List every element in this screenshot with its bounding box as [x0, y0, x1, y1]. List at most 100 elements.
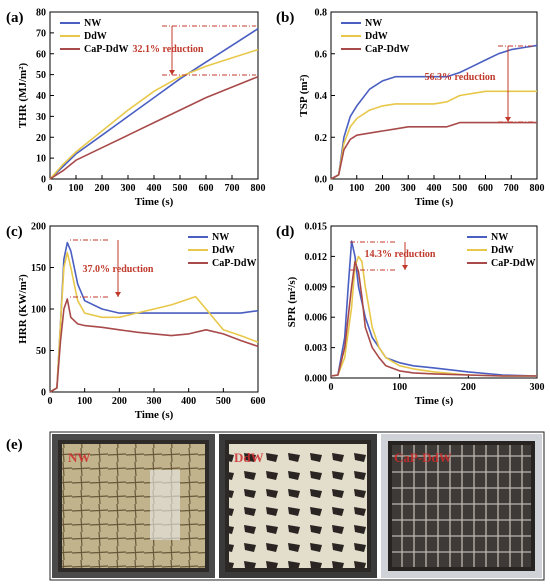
legend-entry: CaP-DdW [212, 258, 256, 269]
photo-cap-ddw-label: CaP-DdW [394, 450, 452, 465]
legend-entry: NW [365, 18, 382, 29]
chart-panel-4: (d) 0 100 200 300 0.000 0.003 0.006 0.009 0.012 0.… [276, 222, 545, 408]
x-tick-label: 500 [452, 183, 467, 194]
y-tick-label: 0.2 [315, 133, 328, 144]
x-tick-label: 100 [392, 382, 407, 393]
x-tick-label: 0 [48, 183, 53, 194]
x-tick-label: 700 [225, 183, 240, 194]
legend-entry: DdW [212, 245, 235, 256]
photo-panel: (e) NW DdW CaP-DdW [6, 431, 545, 581]
y-tick-label: 100 [31, 305, 46, 316]
plot-frame [330, 225, 538, 379]
x-tick-label: 200 [375, 183, 390, 194]
y-tick-label: 20 [36, 133, 46, 144]
annotation-arrowhead [169, 70, 175, 75]
legend-entry: NW [84, 18, 101, 29]
chart-panel-3: (c) 0 100 200 300 400 500 600 0 50 100 150 200 Time (… [6, 222, 266, 422]
x-tick-label: 300 [121, 183, 136, 194]
series-line-nw [49, 28, 259, 180]
y-tick-label: 0.003 [305, 343, 328, 354]
x-tick-label: 100 [77, 396, 92, 407]
legend-entry: DdW [365, 31, 388, 42]
legend-entry: CaP-DdW [84, 44, 128, 55]
y-tick-label: 0.009 [305, 282, 328, 293]
x-tick-label: 0 [48, 396, 53, 407]
photo-ddw: DdW [219, 434, 377, 578]
panel-label: (d) [276, 224, 294, 240]
annotation-text: 56.3% reduction [425, 72, 496, 83]
y-tick-label: 0 [41, 388, 46, 399]
annotation-arrowhead [402, 265, 408, 270]
y-tick-label: 0.015 [305, 222, 328, 233]
plot-frame [330, 11, 538, 180]
photo-nw-label: NW [68, 450, 90, 465]
annotation-text: 14.3% reduction [365, 249, 436, 260]
y-tick-label: 60 [36, 49, 46, 60]
photo-cap-ddw: CaP-DdW [381, 434, 542, 578]
x-tick-label: 400 [427, 183, 442, 194]
y-tick-label: 40 [36, 91, 46, 102]
panel-label: (a) [6, 10, 24, 26]
series-line-nw [330, 44, 538, 180]
x-tick-label: 600 [199, 183, 214, 194]
series-line-nw [330, 240, 538, 377]
x-axis-label: Time (s) [135, 196, 174, 208]
annotation-arrowhead [115, 292, 121, 297]
x-axis-label: Time (s) [135, 409, 174, 421]
x-tick-label: 400 [147, 183, 162, 194]
x-tick-label: 200 [112, 396, 127, 407]
x-tick-label: 300 [401, 183, 416, 194]
legend-entry: CaP-DdW [491, 258, 535, 269]
legend-entry: DdW [84, 31, 107, 42]
panel-label: (b) [276, 10, 294, 26]
legend-entry: DdW [491, 245, 514, 256]
y-tick-label: 0.8 [315, 8, 328, 19]
x-tick-label: 0 [329, 382, 334, 393]
y-tick-label: 30 [36, 112, 46, 123]
y-axis-label: TSP (m²) [298, 74, 310, 116]
y-axis-label: THR (MJ/m²) [17, 63, 29, 129]
series-line-ddw [49, 48, 259, 180]
series-line-ddw [49, 251, 259, 393]
chart-panel-1: (a) 0 100 200 300 400 500 600 700 800 0 10 20 30 40 50 6… [6, 8, 266, 209]
x-tick-label: 100 [349, 183, 364, 194]
x-tick-label: 0 [329, 183, 334, 194]
y-tick-label: 50 [36, 346, 46, 357]
chart-panel-2: (b) 0 100 200 300 400 500 600 700 800 0.0 0.2 0.4 0.6… [276, 8, 545, 209]
y-tick-label: 0.012 [305, 252, 328, 263]
series-line-cap-ddw [330, 260, 537, 377]
x-tick-label: 100 [69, 183, 84, 194]
x-tick-label: 300 [530, 382, 545, 393]
legend-entry: CaP-DdW [365, 44, 409, 55]
photo-ddw-label: DdW [234, 450, 264, 465]
series-line-ddw [330, 255, 537, 377]
series-line-ddw [330, 90, 537, 180]
panel-label: (c) [6, 224, 23, 240]
legend-entry: NW [212, 232, 229, 243]
y-tick-label: 0.0 [315, 175, 328, 186]
x-axis-label: Time (s) [415, 395, 454, 407]
x-tick-label: 800 [530, 183, 545, 194]
x-tick-label: 500 [216, 396, 231, 407]
y-tick-label: 0.6 [315, 49, 328, 60]
legend-entry: NW [491, 232, 508, 243]
x-tick-label: 800 [251, 183, 266, 194]
y-tick-label: 80 [36, 8, 46, 19]
x-tick-label: 600 [478, 183, 493, 194]
y-axis-label: HRR (KW/m²) [17, 274, 29, 344]
y-tick-label: 70 [36, 28, 46, 39]
y-tick-label: 10 [36, 154, 46, 165]
y-tick-label: 0.000 [305, 374, 328, 385]
y-tick-label: 200 [31, 222, 46, 233]
series-line-cap-ddw [330, 121, 537, 180]
photo-panel-label: (e) [6, 437, 23, 453]
y-tick-label: 50 [36, 70, 46, 81]
y-tick-label: 0 [41, 175, 46, 186]
y-tick-label: 150 [31, 263, 46, 274]
annotation-text: 37.0% reduction [83, 264, 154, 275]
photo-nw: NW [52, 434, 215, 578]
x-tick-label: 700 [504, 183, 519, 194]
plot-frame [49, 11, 259, 180]
y-tick-label: 0.006 [305, 313, 328, 324]
